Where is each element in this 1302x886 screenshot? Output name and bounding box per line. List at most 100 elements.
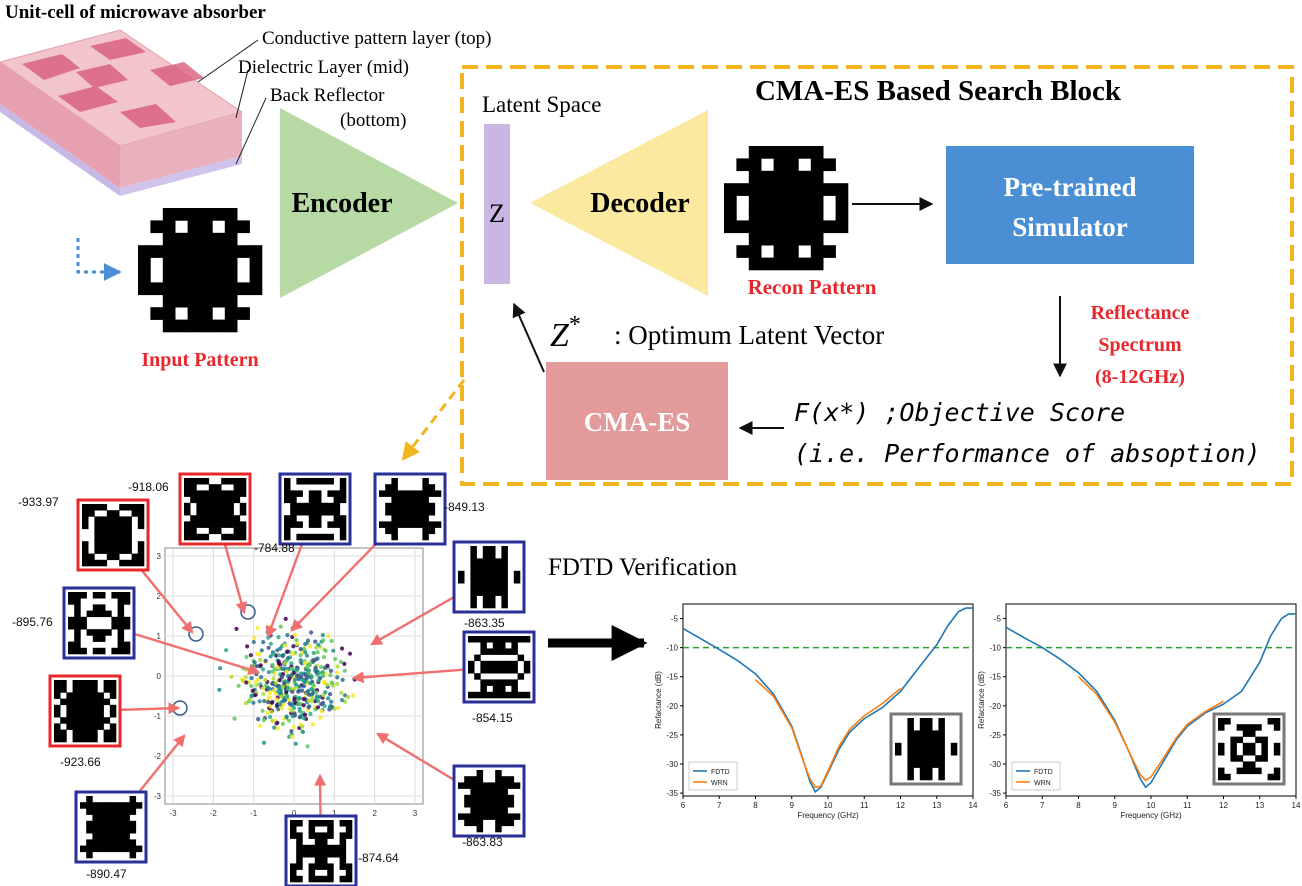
latent-point	[217, 687, 222, 692]
pattern-pixel	[202, 502, 210, 510]
pattern-pixel	[290, 826, 297, 833]
latent-point	[308, 643, 313, 649]
pattern-pixel	[422, 515, 429, 522]
pattern-pixel	[72, 704, 80, 712]
pattern-pixel	[492, 685, 500, 693]
pattern-pixel	[476, 807, 484, 814]
pattern-pixel	[499, 642, 506, 649]
pattern-pixel	[926, 724, 933, 731]
pattern-pixel	[117, 802, 124, 809]
pattern-pixel	[302, 533, 310, 541]
pattern-pixel	[290, 875, 297, 883]
pattern-pixel	[117, 610, 125, 618]
pattern-pixel	[106, 541, 114, 548]
pattern-pixel	[100, 541, 108, 548]
latent-point	[329, 638, 334, 644]
pattern-pixel	[85, 698, 92, 706]
latent-point	[271, 676, 276, 681]
pattern-pixel	[137, 547, 145, 554]
layer-top-label: Conductive pattern layer (top)	[262, 28, 492, 49]
pattern-pixel	[208, 527, 216, 535]
latent-point	[339, 690, 344, 695]
latent-point	[321, 638, 326, 643]
latent-point	[270, 718, 275, 724]
pattern-pixel	[208, 496, 216, 504]
pattern-pixel	[339, 533, 347, 541]
pattern-pixel	[200, 307, 213, 320]
pattern-pixel	[131, 504, 139, 511]
layer-mid-label: Dielectric Layer (mid)	[238, 57, 409, 78]
pattern-pixel	[761, 146, 774, 159]
pattern-pixel	[109, 723, 117, 730]
pattern-pixel	[129, 851, 137, 859]
pattern-pixel	[111, 814, 118, 822]
pattern-pixel	[74, 616, 81, 624]
pattern-pixel	[938, 755, 945, 762]
pattern-pixel	[190, 533, 197, 541]
callout-mid	[235, 69, 249, 119]
pattern-pixel	[123, 623, 131, 630]
pattern-pixel	[907, 755, 914, 762]
pattern-pixel	[94, 516, 101, 523]
pattern-pixel	[798, 183, 812, 196]
pattern-pixel	[135, 802, 143, 809]
pattern-pixel	[314, 863, 322, 870]
pattern-pixel	[480, 685, 487, 693]
pattern-pixel	[458, 570, 465, 578]
latent-space-label: Latent Space	[482, 92, 601, 117]
pattern-pixel	[94, 535, 101, 542]
latent-point	[251, 639, 256, 645]
pattern-pixel	[150, 245, 164, 258]
pattern-pixel	[895, 742, 902, 750]
pattern-pixel	[85, 729, 92, 737]
latent-point	[320, 670, 325, 675]
latent-point	[299, 671, 304, 676]
cmaes-box	[546, 362, 728, 480]
pattern-pixel	[308, 875, 316, 883]
latent-point	[338, 659, 344, 665]
pattern-pixel	[72, 686, 80, 693]
pattern-pixel	[208, 515, 216, 522]
pattern-pixel	[486, 691, 494, 699]
pattern-pixel	[103, 680, 111, 687]
scatter-y-tick: 2	[157, 592, 162, 601]
pattern-pixel	[339, 851, 347, 858]
pattern-pixel	[308, 844, 316, 852]
pattern-pixel	[926, 767, 933, 775]
pattern-pixel	[333, 515, 341, 522]
pattern-pixel	[810, 195, 824, 209]
pattern-pixel	[724, 220, 737, 234]
latent-point	[254, 664, 260, 669]
pattern-pixel	[72, 680, 80, 687]
latent-point	[293, 741, 298, 746]
score-label: -784.88	[254, 541, 295, 555]
pattern-pixel	[97, 711, 104, 718]
pattern-pixel	[932, 730, 939, 737]
latent-point	[320, 633, 325, 638]
latent-point	[313, 639, 318, 644]
pattern-pixel	[109, 680, 117, 687]
latent-point	[302, 712, 308, 717]
latent-point	[314, 645, 319, 650]
pattern-pixel	[78, 711, 86, 718]
pattern-pixel	[221, 490, 228, 497]
pattern-pixel	[137, 522, 145, 530]
decoder-shape	[530, 110, 708, 296]
score-label: -854.15	[472, 711, 513, 725]
pattern-pixel	[123, 641, 131, 649]
pattern-pixel	[113, 522, 120, 530]
pattern-pixel	[339, 838, 347, 846]
x-tick-label: 11	[1183, 801, 1192, 810]
chart-legend: FDTD WRN	[688, 761, 738, 791]
pattern-pixel	[501, 776, 508, 783]
pattern-pixel	[1249, 761, 1256, 768]
pattern-pixel	[233, 478, 241, 485]
x-tick-label: 9	[790, 801, 795, 810]
pattern-pixel	[464, 813, 471, 820]
pattern-pixel	[284, 527, 291, 535]
search-block-title: CMA-ES Based Search Block	[755, 75, 1122, 107]
pattern-pixel	[761, 195, 774, 209]
pattern-pixel	[476, 558, 484, 565]
latent-point	[322, 679, 327, 684]
